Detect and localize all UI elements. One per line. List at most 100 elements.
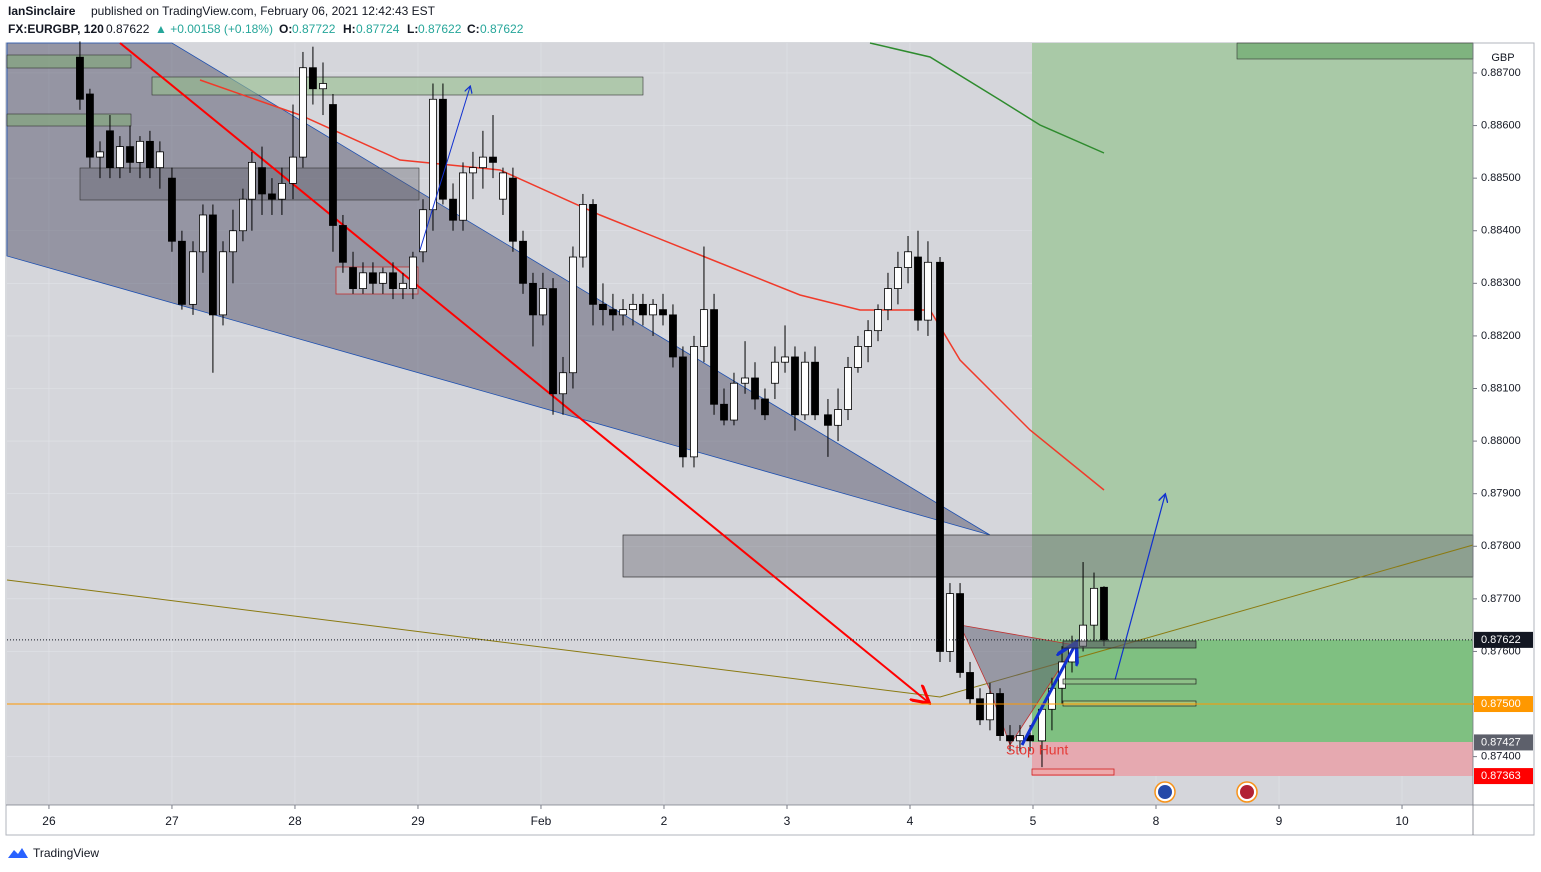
x-tick-label: 4 [907, 814, 914, 828]
candle-body [359, 272, 367, 289]
candle-body [479, 156, 487, 169]
x-tick-label: Feb [531, 814, 552, 828]
candle-body [864, 330, 872, 347]
arrow [119, 42, 928, 702]
price-tag [1474, 734, 1533, 751]
zone-box [335, 266, 419, 295]
candle-body [429, 98, 437, 211]
open-label: O: [279, 22, 292, 36]
trend-line [6, 544, 1474, 698]
moving-average [869, 42, 1105, 154]
x-tick-label: 27 [165, 814, 179, 828]
candle-body [710, 309, 718, 405]
y-tick-label: 0.88400 [1481, 225, 1521, 237]
candle-body [258, 167, 266, 195]
zone-box [6, 113, 132, 127]
candle-body [459, 172, 467, 221]
candle-body [791, 356, 799, 416]
candle-body [489, 156, 497, 163]
symbol: FX:EURGBP, 120 [8, 22, 104, 36]
target-zone [1032, 43, 1473, 640]
candle-body [956, 593, 964, 673]
candle-body [116, 146, 124, 169]
candle-body [659, 309, 667, 316]
currency: GBP [1491, 52, 1514, 64]
x-tick-label: 2 [661, 814, 668, 828]
author: IanSinclaire [8, 4, 76, 18]
price-tag [1474, 696, 1533, 713]
candle-body [449, 198, 457, 221]
level-box [1062, 700, 1197, 707]
price-tag-label: 0.87363 [1481, 770, 1521, 782]
candle-body [409, 256, 417, 289]
candle-body [751, 377, 759, 400]
candle-body [209, 214, 217, 316]
level-box [1031, 768, 1115, 776]
candle-body [649, 303, 657, 316]
y-tick-label: 0.88200 [1481, 330, 1521, 342]
candle-body [126, 146, 134, 163]
candle-body [439, 98, 447, 200]
candle-body [976, 698, 984, 721]
candle-body [519, 240, 527, 284]
candle-body [1006, 735, 1014, 742]
arrow [1114, 495, 1165, 681]
candle-body [178, 240, 186, 305]
candle-body [349, 267, 357, 289]
candle-body [239, 198, 247, 232]
price-tag-label: 0.87622 [1481, 634, 1521, 646]
candle-body [996, 693, 1004, 736]
candle-body [248, 161, 256, 200]
candle-body [168, 177, 176, 242]
zone-box [1236, 42, 1474, 60]
candle-body [529, 282, 537, 316]
candle-body [1090, 587, 1098, 626]
candle-body [1100, 586, 1108, 641]
candle-body [619, 309, 627, 316]
y-tick-label: 0.88300 [1481, 277, 1521, 289]
candle-body [874, 309, 882, 332]
event-icon [1240, 785, 1254, 799]
y-tick-label: 0.88000 [1481, 435, 1521, 447]
x-tick-label: 29 [411, 814, 425, 828]
candle-body [669, 314, 677, 358]
candle-body [629, 303, 637, 311]
candle-body [549, 288, 557, 395]
candle-body [609, 309, 617, 316]
y-tick-label: 0.87400 [1481, 751, 1521, 763]
x-tick-label: 26 [42, 814, 56, 828]
candle-body [679, 356, 687, 458]
candle-body [146, 140, 154, 169]
candle-body [639, 303, 647, 316]
x-tick-label: 8 [1153, 814, 1160, 828]
candle-body [369, 272, 377, 284]
candle-body [599, 303, 607, 311]
candle-body [309, 67, 317, 90]
y-tick-label: 0.88700 [1481, 67, 1521, 79]
low-label: L: [407, 22, 418, 36]
price-tag-label: 0.87500 [1481, 698, 1521, 710]
candle-body [924, 261, 932, 321]
candle-body [894, 267, 902, 289]
candle-body [914, 256, 922, 321]
candle-body [690, 346, 698, 458]
candle-body [419, 209, 427, 253]
candle-body [936, 261, 944, 652]
candle-body [730, 382, 738, 421]
price-tag [1474, 631, 1533, 648]
high-value: 0.87724 [356, 22, 400, 36]
candle-body [509, 177, 517, 242]
candle-body [539, 288, 547, 316]
price-tag-label: 0.87427 [1481, 736, 1521, 748]
candle-body [299, 67, 307, 158]
y-tick-label: 0.88100 [1481, 382, 1521, 394]
zone-box [151, 76, 644, 96]
open-value: 0.87722 [292, 22, 336, 36]
candle-body [771, 361, 779, 384]
candle-body [781, 356, 789, 363]
candle-body [106, 130, 114, 169]
last-price: 0.87622 [106, 22, 150, 36]
candle-body [884, 288, 892, 311]
profit-zone [1032, 640, 1473, 742]
candle-body [155, 151, 164, 169]
